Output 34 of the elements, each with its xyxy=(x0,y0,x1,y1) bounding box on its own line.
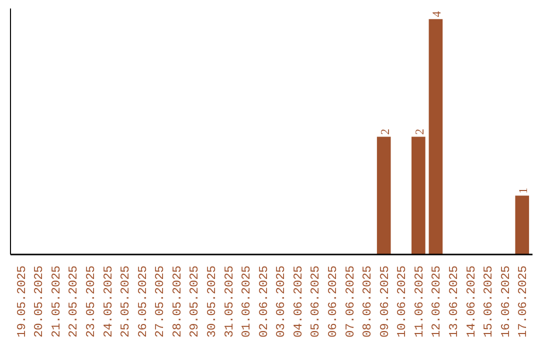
x-tick-label: 12.06.2025 xyxy=(430,265,444,338)
x-tick-label: 28.05.2025 xyxy=(170,265,184,338)
x-tick-label: 17.06.2025 xyxy=(516,265,530,338)
x-tick-label: 05.06.2025 xyxy=(308,265,323,338)
x-tick-label: 29.05.2025 xyxy=(188,265,202,338)
x-tick-label: 31.05.2025 xyxy=(222,265,236,338)
x-tick-label: 27.05.2025 xyxy=(153,265,168,338)
x-tick-label: 04.06.2025 xyxy=(291,265,306,338)
x-tick-label: 20.05.2025 xyxy=(32,265,46,338)
x-tick-label: 02.06.2025 xyxy=(256,265,271,338)
x-tick-label: 14.06.2025 xyxy=(464,265,478,338)
x-tick-label: 13.06.2025 xyxy=(446,265,461,338)
x-tick-label: 11.06.2025 xyxy=(412,265,426,338)
x-tick-label: 09.06.2025 xyxy=(378,265,392,338)
data-label: 4 xyxy=(430,11,444,18)
x-tick-label: 19.05.2025 xyxy=(14,265,29,338)
x-tick-label: 16.06.2025 xyxy=(498,265,513,338)
x-tick-label: 23.05.2025 xyxy=(84,265,98,338)
x-tick-label: 03.06.2025 xyxy=(274,265,288,338)
x-tick-label: 15.06.2025 xyxy=(482,265,496,338)
x-tick-label: 25.05.2025 xyxy=(118,265,133,338)
x-tick-label: 30.05.2025 xyxy=(205,265,220,338)
x-tick-label: 21.05.2025 xyxy=(49,265,64,338)
x-tick-label: 07.06.2025 xyxy=(343,265,358,338)
data-label: 2 xyxy=(378,128,392,135)
x-tick-label: 10.06.2025 xyxy=(395,265,410,338)
x-tick-label: 06.06.2025 xyxy=(326,265,340,338)
x-tick-label: 01.06.2025 xyxy=(240,265,254,338)
data-label: 2 xyxy=(412,128,426,135)
x-tick-label: 24.05.2025 xyxy=(101,265,116,338)
data-label: 1 xyxy=(516,188,530,194)
x-tick-label: 08.06.2025 xyxy=(360,265,375,338)
x-tick-label: 22.05.2025 xyxy=(66,265,81,338)
x-tick-label: 26.05.2025 xyxy=(136,265,150,338)
